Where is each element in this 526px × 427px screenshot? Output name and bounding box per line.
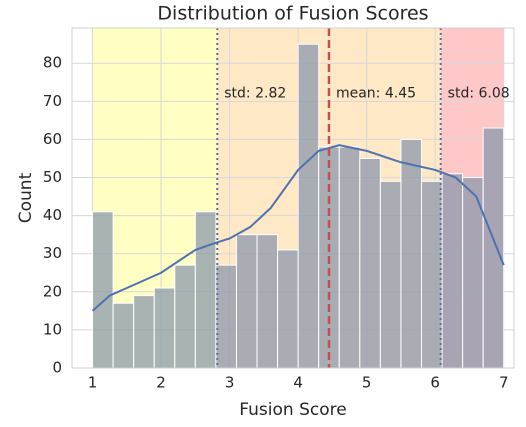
annotation: std: 6.08 bbox=[448, 86, 510, 102]
y-tick-label: 40 bbox=[43, 206, 62, 224]
bar bbox=[420, 180, 443, 369]
x-tick-label: 4 bbox=[293, 374, 303, 392]
bar bbox=[194, 211, 217, 369]
bar bbox=[400, 138, 422, 369]
bar bbox=[153, 287, 176, 369]
bar bbox=[133, 295, 155, 369]
y-axis-label: Count bbox=[16, 172, 36, 223]
y-tick-label: 60 bbox=[43, 130, 62, 148]
bar bbox=[379, 180, 402, 369]
bar bbox=[174, 264, 196, 369]
bar bbox=[441, 173, 464, 369]
bar bbox=[112, 302, 135, 369]
x-tick-label: 5 bbox=[362, 374, 372, 392]
x-tick-label: 7 bbox=[499, 374, 509, 392]
y-tick-label: 0 bbox=[52, 359, 62, 377]
y-tick-label: 30 bbox=[43, 244, 62, 262]
x-axis-label: Fusion Score bbox=[239, 400, 346, 420]
bar bbox=[338, 146, 361, 369]
bar bbox=[256, 234, 279, 369]
chart-title: Distribution of Fusion Scores bbox=[157, 3, 428, 25]
bar bbox=[297, 43, 320, 369]
x-tick-label: 3 bbox=[225, 374, 235, 392]
x-tick-label: 1 bbox=[88, 374, 98, 392]
bar bbox=[92, 211, 114, 369]
y-tick-label: 20 bbox=[43, 282, 62, 300]
bar bbox=[482, 127, 505, 369]
y-tick-label: 80 bbox=[43, 54, 62, 72]
bar bbox=[215, 264, 237, 369]
y-tick-label: 10 bbox=[43, 320, 62, 338]
y-tick-label: 70 bbox=[43, 92, 62, 110]
y-tick-label: 50 bbox=[43, 168, 62, 186]
annotation: mean: 4.45 bbox=[336, 86, 416, 102]
plot-frame bbox=[71, 27, 515, 369]
annotation: std: 2.82 bbox=[224, 86, 286, 102]
x-tick-label: 2 bbox=[156, 374, 166, 392]
x-tick-label: 6 bbox=[430, 374, 440, 392]
bar bbox=[277, 249, 299, 369]
bar bbox=[359, 157, 381, 369]
bar bbox=[235, 234, 258, 369]
kde-line bbox=[91, 144, 505, 312]
